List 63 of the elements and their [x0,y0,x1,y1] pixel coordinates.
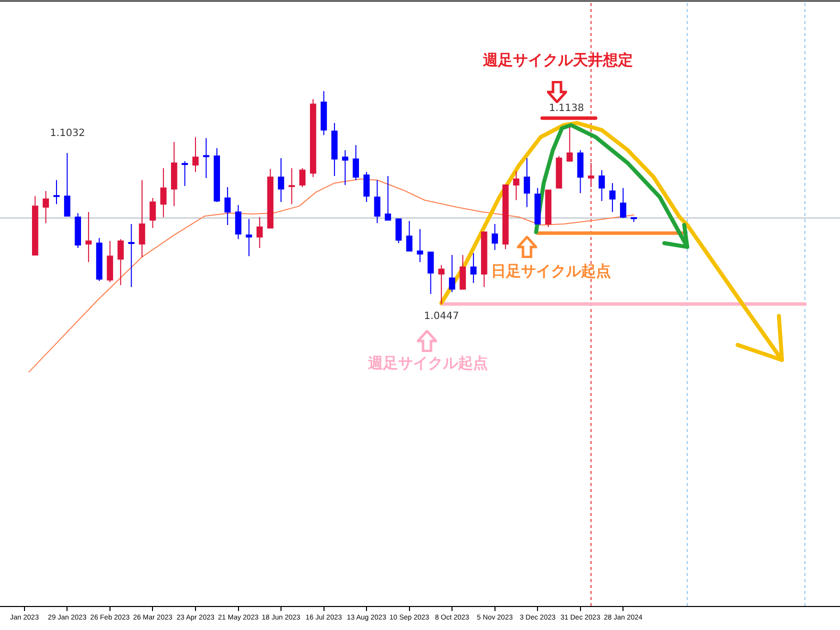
candlestick [85,212,92,263]
candlestick [416,228,424,263]
candlestick [224,186,231,226]
candlestick [74,212,82,249]
candlestick [556,156,562,188]
annotation: 1.1032 [50,128,85,139]
candlestick [246,218,252,257]
candlestick [299,168,306,188]
candlestick [396,218,402,244]
candlestick [363,172,370,203]
candlestick [53,180,60,205]
candlestick [138,180,146,258]
candlestick [106,240,114,283]
candlestick [588,162,594,188]
annotation: 1.0447 [424,311,459,322]
candlestick [577,150,584,194]
candlestick [235,204,242,240]
candlestick [406,220,412,252]
candlestick [278,158,284,203]
text: 週足サイクル天井想定 [482,51,633,69]
candlestick [524,158,530,208]
candlestick [470,252,477,284]
candlestick [214,148,220,203]
candlestick [310,98,316,178]
candlestick [460,254,466,290]
candlestick [256,216,263,249]
text: 週足サイクル起点 [367,354,488,372]
candlestick [320,90,327,136]
annotation: 日足サイクル起点 [491,262,611,280]
candlestick [42,190,49,224]
candlestick [32,196,38,256]
candlestick [96,238,102,282]
candlestick [438,264,444,305]
candlestick [374,180,380,224]
candlestick [160,168,167,218]
candlestick [609,182,616,213]
candlestick [64,152,70,217]
candlestick [545,190,552,228]
candlestick [128,223,134,288]
candlestick [267,168,274,229]
candlestick [513,170,520,201]
candlestick [630,216,637,223]
annotation: 1.1138 [549,103,584,114]
candlestick [492,223,498,250]
candlestick [502,184,509,250]
candlestick [481,232,488,288]
candlestick [428,252,434,295]
candlestick [384,176,392,221]
candlestick [598,170,605,202]
candlestick [448,254,456,293]
candlestick [170,141,178,207]
candlestick [118,238,124,286]
candlestick [150,197,156,229]
candlestick [534,187,541,224]
candlestick [352,144,359,181]
candlestick [203,138,210,178]
candlestick [182,160,188,187]
candlestick [620,187,626,218]
candlestick [566,126,573,162]
candlestick [192,136,199,172]
candlestick [342,150,348,186]
candlestick [331,122,338,177]
candlestick [288,168,295,205]
